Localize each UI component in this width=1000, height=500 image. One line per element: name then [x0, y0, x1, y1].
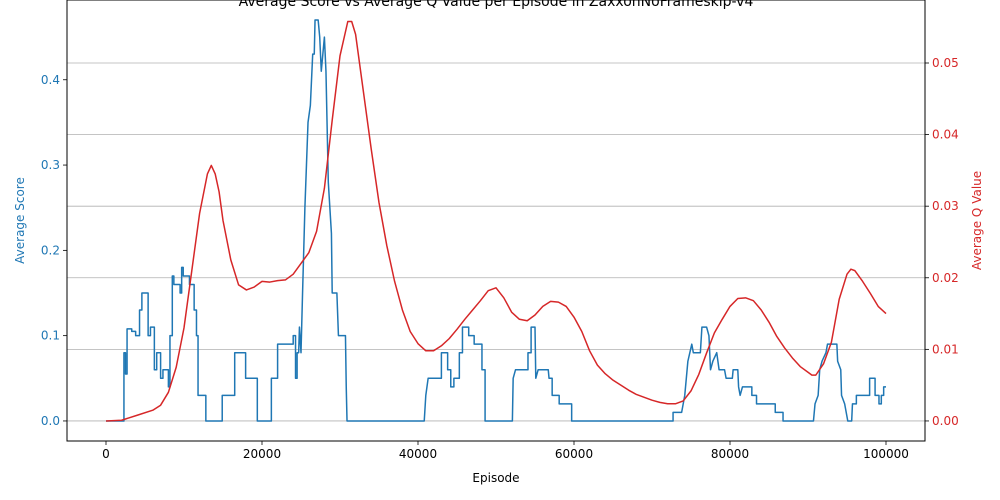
x-tick-label: 60000	[555, 447, 593, 461]
left-tick-label: 0.0	[41, 414, 60, 428]
x-tick-label: 0	[102, 447, 110, 461]
right-tick-label: 0.05	[932, 56, 959, 70]
grid-lines	[67, 62, 925, 422]
x-tick-label: 80000	[711, 447, 749, 461]
right-y-axis: 0.00 0.01 0.02 0.03 0.04 0.05	[925, 56, 959, 428]
average-q-value-line	[105, 20, 887, 422]
average-score-line	[106, 19, 886, 422]
right-tick-label: 0.01	[932, 342, 959, 356]
series-layer	[105, 19, 887, 422]
x-tick-label: 20000	[243, 447, 281, 461]
chart-title: Average Score vs Average Q Value per Epi…	[239, 0, 754, 10]
right-tick-label: 0.00	[932, 414, 959, 428]
x-tick-label: 40000	[399, 447, 437, 461]
left-tick-label: 0.2	[41, 243, 60, 257]
right-tick-label: 0.04	[932, 128, 959, 142]
right-tick-label: 0.02	[932, 271, 959, 285]
left-tick-label: 0.4	[41, 73, 60, 87]
left-tick-label: 0.1	[41, 329, 60, 343]
x-tick-label: 100000	[863, 447, 909, 461]
x-axis: 0 20000 40000 60000 80000 100000	[102, 441, 909, 461]
plot-frame	[66, 0, 926, 442]
left-y-axis: 0.0 0.1 0.2 0.3 0.4	[41, 73, 67, 428]
x-axis-label: Episode	[472, 471, 519, 485]
right-tick-label: 0.03	[932, 199, 959, 213]
left-axis-label: Average Score	[13, 177, 27, 264]
left-tick-label: 0.3	[41, 158, 60, 172]
right-axis-label: Average Q Value	[970, 171, 984, 270]
